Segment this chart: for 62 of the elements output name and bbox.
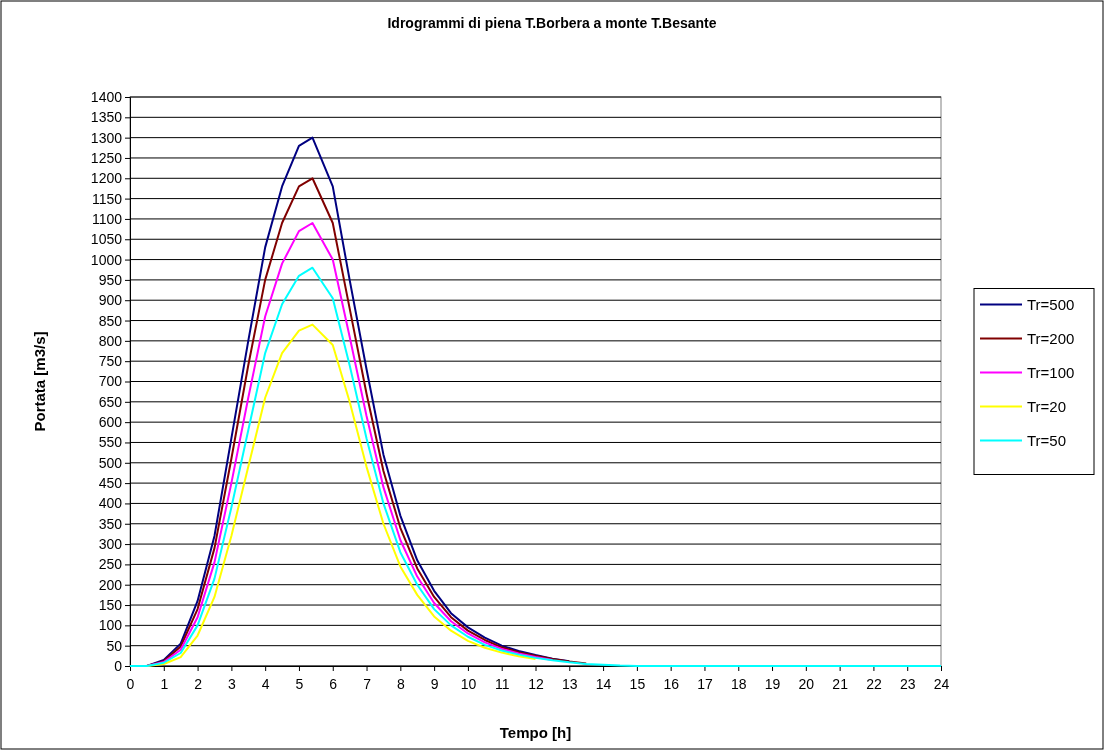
x-tick-label: 18 [730, 676, 747, 693]
x-tick-label: 6 [329, 676, 338, 693]
y-tick-label: 1100 [91, 210, 123, 227]
y-tick-label: 650 [98, 393, 123, 410]
x-tick-label: 8 [396, 676, 405, 693]
x-tick-label: 10 [460, 676, 477, 693]
y-tick-label: 750 [98, 353, 123, 370]
x-tick-label: 23 [899, 676, 916, 693]
y-tick-label: 500 [98, 454, 123, 471]
x-tick-label: 0 [126, 676, 135, 693]
y-tick-label: 400 [98, 495, 123, 512]
x-tick-label: 5 [295, 676, 304, 693]
x-tick-label: 11 [494, 676, 510, 693]
y-tick-label: 100 [98, 617, 123, 634]
y-tick-label: 50 [106, 637, 123, 654]
x-tick-label: 12 [528, 676, 544, 693]
y-tick-label: 800 [98, 332, 123, 349]
y-tick-label: 550 [98, 434, 123, 451]
y-tick-label: 200 [98, 576, 123, 593]
x-tick-label: 9 [430, 676, 439, 693]
x-tick-label: 20 [798, 676, 815, 693]
x-tick-label: 17 [697, 676, 713, 693]
y-tick-label: 900 [98, 292, 123, 309]
y-tick-label: 1000 [90, 251, 123, 268]
x-tick-label: 21 [832, 676, 849, 693]
y-tick-label: 300 [98, 536, 123, 553]
y-tick-label: 950 [98, 271, 123, 288]
y-tick-label: 150 [98, 597, 123, 614]
y-tick-label: 0 [114, 657, 123, 674]
x-tick-label: 4 [261, 676, 270, 693]
x-tick-label: 22 [866, 676, 882, 693]
y-tick-label: 250 [98, 556, 123, 573]
x-tick-label: 16 [663, 676, 680, 693]
x-tick-label: 24 [933, 676, 950, 693]
x-tick-label: 2 [194, 676, 203, 693]
y-tick-label: 1150 [91, 190, 123, 207]
y-tick-label: 1300 [90, 129, 123, 146]
x-tick-label: 1 [160, 676, 169, 693]
x-axis-title: Tempo [h] [499, 724, 572, 741]
legend-label: Tr=20 [1027, 397, 1067, 415]
y-tick-label: 1200 [90, 170, 123, 187]
x-tick-label: 14 [595, 676, 612, 693]
y-tick-label: 1350 [90, 109, 123, 126]
y-tick-label: 1250 [90, 149, 123, 166]
y-tick-label: 450 [98, 475, 123, 492]
y-tick-label: 1050 [90, 231, 123, 248]
x-tick-label: 19 [764, 676, 781, 693]
y-tick-label: 700 [98, 373, 123, 390]
legend-label: Tr=200 [1027, 329, 1075, 347]
y-tick-label: 600 [98, 414, 123, 431]
legend-label: Tr=500 [1027, 295, 1075, 313]
x-tick-label: 3 [227, 676, 236, 693]
legend-label: Tr=100 [1027, 363, 1075, 381]
y-tick-label: 850 [98, 312, 123, 329]
y-tick-label: 350 [98, 515, 123, 532]
y-tick-label: 1400 [90, 88, 123, 105]
legend-label: Tr=50 [1027, 431, 1067, 449]
x-tick-label: 15 [629, 676, 646, 693]
y-axis-title: Portata [m3/s] [31, 331, 48, 432]
x-tick-label: 7 [363, 676, 372, 693]
x-tick-label: 13 [562, 676, 578, 693]
chart-title: Idrogrammi di piena T.Borbera a monte T.Besante [387, 15, 717, 31]
